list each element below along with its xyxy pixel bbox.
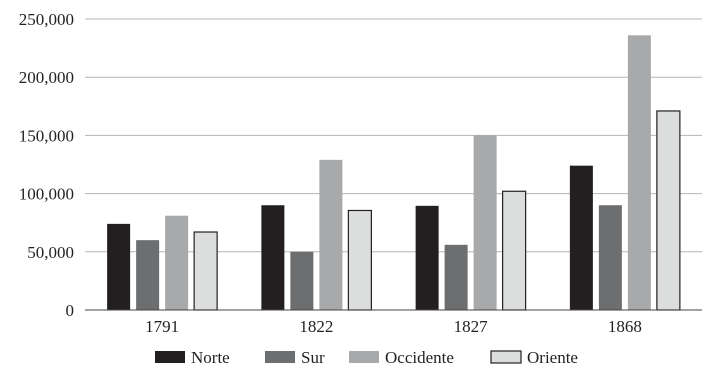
bar-norte-1822 (261, 205, 285, 310)
legend-label-occidente: Occidente (385, 348, 454, 367)
bar-norte-1868 (569, 165, 593, 310)
bar-oriente-1827 (502, 190, 527, 311)
bar-occidente-1791 (165, 215, 189, 310)
bar-oriente-1822 (347, 209, 372, 311)
bar-oriente-1868 (656, 110, 681, 311)
y-tick-label: 250,000 (19, 10, 74, 29)
x-axis: 1791 1822 1827 1868 (85, 309, 702, 336)
y-tick-label: 0 (66, 301, 75, 320)
bar-occidente-1868 (627, 35, 651, 311)
bar-norte-1827 (415, 205, 439, 310)
legend-label-norte: Norte (191, 348, 230, 367)
bar-occidente-1822 (319, 159, 343, 310)
bar-sur-1791 (136, 240, 160, 310)
y-tick-label: 200,000 (19, 68, 74, 87)
legend-swatch-occidente (349, 351, 379, 363)
bar-oriente-1791 (193, 231, 218, 311)
bar-sur-1827 (444, 244, 468, 310)
y-tick-label: 150,000 (19, 126, 74, 145)
legend: Norte Sur Occidente Oriente (155, 348, 578, 367)
bar-norte-1791 (107, 223, 131, 310)
bar-occidente-1827 (473, 135, 497, 310)
legend-label-sur: Sur (301, 348, 325, 367)
y-tick-label: 100,000 (19, 185, 74, 204)
bars (107, 35, 681, 311)
x-tick-label: 1791 (145, 317, 179, 336)
legend-swatch-oriente (490, 350, 522, 364)
x-tick-label: 1827 (454, 317, 489, 336)
legend-swatch-sur (265, 351, 295, 363)
bar-sur-1822 (290, 251, 314, 310)
legend-swatch-norte (155, 351, 185, 363)
legend-label-oriente: Oriente (527, 348, 578, 367)
x-tick-label: 1868 (608, 317, 642, 336)
x-tick-label: 1822 (299, 317, 333, 336)
y-axis-ticks: 0 50,000 100,000 150,000 200,000 250,000 (19, 10, 74, 320)
bar-sur-1868 (598, 205, 622, 310)
y-tick-label: 50,000 (27, 243, 74, 262)
